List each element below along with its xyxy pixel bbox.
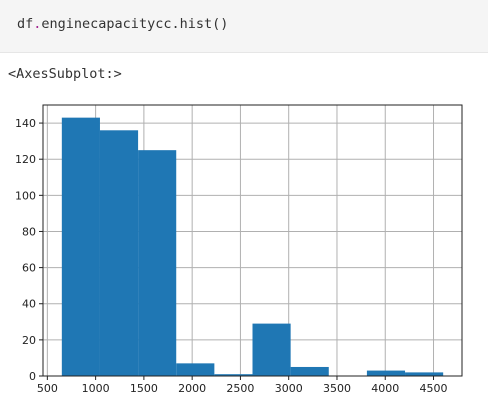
histogram-chart: 500 1000 1500 2000 2500 3000 3500 4000 4500 0 20 4… <box>15 104 463 395</box>
x-tick-label: 4500 <box>420 382 448 395</box>
code-cell[interactable]: df.enginecapacitycc.hist() <box>0 0 488 53</box>
y-tick-label: 0 <box>29 370 36 383</box>
code-parens: () <box>212 16 229 32</box>
code-call: enginecapacitycc.hist <box>41 16 213 32</box>
x-tick-label: 3000 <box>275 382 303 395</box>
y-axis-ticks: 0 20 40 60 80 100 120 140 <box>15 117 43 383</box>
x-tick-label: 500 <box>37 382 58 395</box>
histogram-bar <box>61 117 100 376</box>
y-tick-label: 120 <box>15 153 36 166</box>
y-tick-label: 140 <box>15 117 36 130</box>
histogram-bar <box>99 130 139 376</box>
x-tick-label: 2000 <box>178 382 206 395</box>
code-line[interactable]: df.enginecapacitycc.hist() <box>17 16 228 32</box>
code-dot: . <box>33 16 42 32</box>
histogram-bars <box>61 117 444 376</box>
x-tick-label: 1000 <box>82 382 110 395</box>
output-repr: <AxesSubplot:> <box>8 66 122 82</box>
y-tick-label: 80 <box>22 225 36 238</box>
histogram-bar <box>214 374 253 376</box>
y-tick-label: 40 <box>22 298 36 311</box>
histogram-bar <box>290 366 329 376</box>
x-tick-label: 3500 <box>323 382 351 395</box>
histogram-bar <box>366 370 406 376</box>
y-tick-label: 20 <box>22 334 36 347</box>
x-tick-label: 1500 <box>130 382 158 395</box>
x-tick-label: 2500 <box>226 382 254 395</box>
histogram-bar <box>252 323 291 376</box>
y-tick-label: 60 <box>22 262 36 275</box>
x-tick-label: 4000 <box>371 382 399 395</box>
histogram-bar <box>138 150 177 376</box>
x-axis-ticks: 500 1000 1500 2000 2500 3000 3500 4000 4500 <box>37 376 448 395</box>
code-object: df <box>17 16 34 32</box>
axes-frame <box>42 104 463 377</box>
y-tick-label: 100 <box>15 189 36 202</box>
histogram-bar <box>405 372 444 376</box>
histogram-bar <box>176 363 215 376</box>
